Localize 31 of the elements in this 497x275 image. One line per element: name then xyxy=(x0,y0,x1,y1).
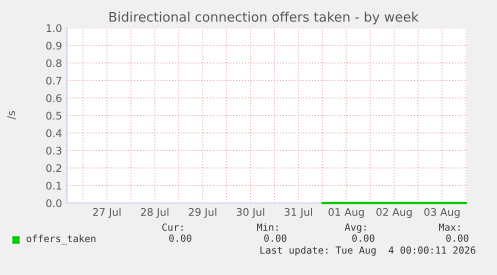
chart-title: Bidirectional connection offers taken - by week xyxy=(110,12,419,24)
x-tick-label: 01 Aug xyxy=(328,208,364,218)
text: Cur: xyxy=(162,223,183,231)
text: Avg: xyxy=(344,224,366,233)
x-tick-label: 30 Jul xyxy=(236,208,264,218)
y-tick-label: 0.7 xyxy=(46,76,62,85)
x-tick-label: 31 Jul xyxy=(284,208,312,218)
y-tick-label: 0.5 xyxy=(46,112,62,120)
text: 0.00 xyxy=(446,234,468,242)
y-tick-label: 0.8 xyxy=(46,59,62,68)
y-tick-label: 0.2 xyxy=(46,164,62,172)
text: 0.00 xyxy=(169,234,192,242)
text: 0.00 xyxy=(264,234,286,242)
text: Max: xyxy=(438,224,460,231)
legend-label: offers_taken xyxy=(26,234,96,244)
x-tick-label: 29 Jul xyxy=(188,208,216,218)
text: 0.00 xyxy=(352,234,374,242)
y-tick-label: 0.0 xyxy=(46,199,62,208)
y-axis-title: /s xyxy=(7,111,16,120)
x-tick-label: 27 Jul xyxy=(93,208,120,218)
text: Min: xyxy=(256,223,278,231)
y-tick-label: 0.4 xyxy=(46,129,62,138)
y-tick-label: 0.1 xyxy=(46,182,62,190)
y-tick-label: 0.3 xyxy=(46,146,62,155)
x-tick-label: 28 Jul xyxy=(140,208,168,218)
x-tick-label: 03 Aug xyxy=(424,208,460,218)
y-tick-label: 0.6 xyxy=(46,94,62,102)
y-tick-label: 1.0 xyxy=(46,24,62,32)
x-tick-label: 02 Aug xyxy=(376,208,412,218)
y-tick-label: 0.9 xyxy=(46,42,62,50)
text: Last update: Tue Aug 4 00:00:11 2026 xyxy=(260,246,476,256)
